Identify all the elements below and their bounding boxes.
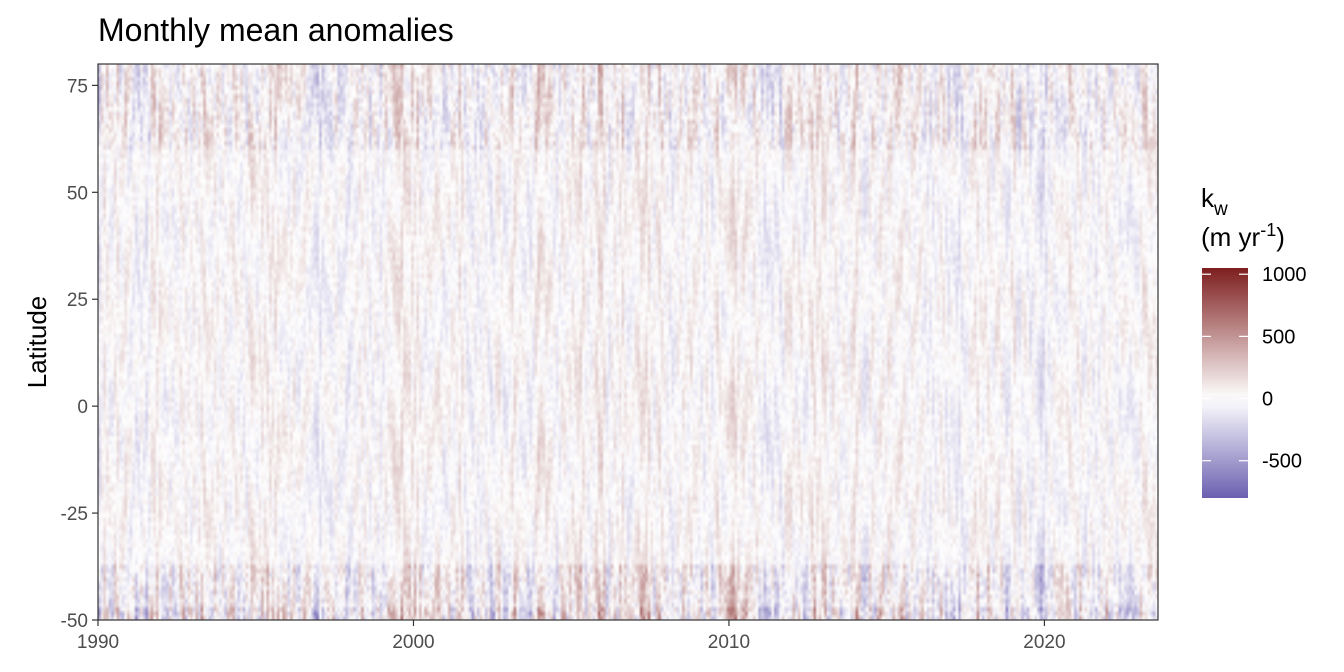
x-tick-label: 2020 (1023, 632, 1065, 653)
x-tick-label: 1990 (77, 632, 119, 653)
legend-title-unit-superscript: -1 (1260, 220, 1276, 240)
y-tick-label: 75 (67, 76, 88, 97)
legend-title-line2: (m yr-1) (1201, 220, 1285, 252)
chart-title: Monthly mean anomalies (98, 12, 454, 48)
y-tick-label: 25 (67, 290, 88, 311)
legend-tick-label: 0 (1262, 389, 1273, 411)
legend-title-unit-prefix: (m yr (1201, 222, 1261, 252)
heatmap-raster (98, 64, 1158, 620)
x-tick-label: 2010 (708, 632, 750, 653)
y-tick-label: -50 (61, 611, 88, 632)
heatmap-cells (98, 64, 1158, 620)
legend-title-unit-suffix: ) (1276, 222, 1285, 252)
legend-title-line1: kw (1201, 183, 1228, 220)
y-tick-label: 0 (77, 397, 88, 418)
legend-tick-label: 1000 (1262, 264, 1307, 286)
plot-panel-border (97, 63, 1159, 621)
legend-tick-label: 500 (1262, 326, 1295, 348)
x-tick-label: 2000 (392, 632, 434, 653)
legend-title-subscript: w (1213, 199, 1228, 220)
x-axis: 1990 2000 2010 2020 (77, 620, 1066, 653)
y-axis: 75 50 25 0 -25 -50 (61, 76, 98, 632)
y-axis-title: Latitude (22, 296, 52, 389)
legend-title-symbol: k (1201, 183, 1215, 213)
legend-colorbar (1202, 268, 1248, 498)
legend: kw (m yr-1) 1000 500 0 -500 (1201, 183, 1307, 498)
legend-ticks: 1000 500 0 -500 (1202, 264, 1307, 473)
legend-tick-label: -500 (1262, 451, 1302, 473)
y-tick-label: 50 (67, 183, 88, 204)
y-tick-label: -25 (61, 504, 88, 525)
